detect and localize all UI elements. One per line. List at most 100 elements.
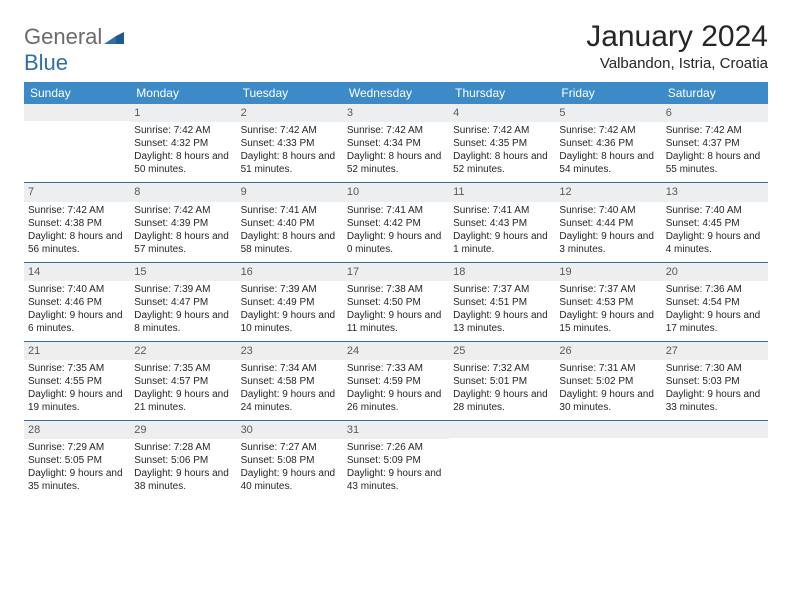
sunset-text: Sunset: 5:05 PM — [28, 454, 126, 467]
day-cell: 26Sunrise: 7:31 AMSunset: 5:02 PMDayligh… — [555, 342, 661, 420]
day-cell: 22Sunrise: 7:35 AMSunset: 4:57 PMDayligh… — [130, 342, 236, 420]
calendar-page: General Blue January 2024 Valbandon, Ist… — [0, 0, 792, 519]
sunrise-text: Sunrise: 7:35 AM — [134, 362, 232, 375]
sunset-text: Sunset: 4:38 PM — [28, 217, 126, 230]
week-row: 28 Sunrise: 7:29 AMSunset: 5:05 PM Dayligh… — [24, 421, 768, 499]
day-number: 30 — [237, 421, 343, 439]
sunrise-text: Sunrise: 7:42 AM — [666, 124, 764, 137]
sunset-text: Sunset: 4:49 PM — [241, 296, 339, 309]
day-cell — [555, 421, 661, 499]
day-number: 31 — [343, 421, 449, 439]
day-cell: 6Sunrise: 7:42 AMSunset: 4:37 PMDaylight… — [662, 104, 768, 182]
sunset-text: Sunset: 4:51 PM — [453, 296, 551, 309]
day-cell: 7Sunrise: 7:42 AMSunset: 4:38 PMDaylight… — [24, 183, 130, 261]
day-body: Sunrise: 7:39 AMSunset: 4:47 PMDaylight:… — [130, 281, 236, 341]
day-cell: 24Sunrise: 7:33 AMSunset: 4:59 PMDayligh… — [343, 342, 449, 420]
day-cell: 18Sunrise: 7:37 AMSunset: 4:51 PMDayligh… — [449, 263, 555, 341]
daylight-text: Daylight: 8 hours and 51 minutes. — [241, 150, 339, 176]
daylight-text: Daylight: 9 hours and 1 minute. — [453, 230, 551, 256]
day-body: Sunrise: 7:35 AMSunset: 4:57 PMDaylight:… — [130, 360, 236, 420]
day-number: 3 — [343, 104, 449, 122]
sunset-text: Sunset: 4:50 PM — [347, 296, 445, 309]
day-cell: 10Sunrise: 7:41 AMSunset: 4:42 PMDayligh… — [343, 183, 449, 261]
sunrise-text: Sunrise: 7:31 AM — [559, 362, 657, 375]
week-row: 1Sunrise: 7:42 AMSunset: 4:32 PMDaylight… — [24, 104, 768, 183]
day-number: 21 — [24, 342, 130, 360]
day-body: Sunrise: 7:40 AMSunset: 4:45 PMDaylight:… — [662, 202, 768, 262]
day-cell: 21Sunrise: 7:35 AMSunset: 4:55 PMDayligh… — [24, 342, 130, 420]
day-body: Sunrise: 7:41 AMSunset: 4:43 PMDaylight:… — [449, 202, 555, 262]
day-number: 1 — [130, 104, 236, 122]
day-body: Sunrise: 7:39 AMSunset: 4:49 PMDaylight:… — [237, 281, 343, 341]
sunset-text: Sunset: 4:37 PM — [666, 137, 764, 150]
daylight-text: Daylight: 9 hours and 8 minutes. — [134, 309, 232, 335]
daylight-text: Daylight: 9 hours and 15 minutes. — [559, 309, 657, 335]
day-body: Sunrise: 7:40 AMSunset: 4:44 PMDaylight:… — [555, 202, 661, 262]
day-body: Sunrise: 7:42 AMSunset: 4:35 PMDaylight:… — [449, 122, 555, 182]
sunset-text: Sunset: 4:43 PM — [453, 217, 551, 230]
day-body: Sunrise: 7:42 AMSunset: 4:39 PMDaylight:… — [130, 202, 236, 262]
day-body: Sunrise: 7:30 AMSunset: 5:03 PMDaylight:… — [662, 360, 768, 420]
sunrise-text: Sunrise: 7:35 AM — [28, 362, 126, 375]
day-number: 29 — [130, 421, 236, 439]
daylight-text: Daylight: 9 hours and 6 minutes. — [28, 309, 126, 335]
day-number: 24 — [343, 342, 449, 360]
sunrise-text: Sunrise: 7:29 AM — [28, 441, 126, 454]
daylight-text: Daylight: 9 hours and 11 minutes. — [347, 309, 445, 335]
day-number: 14 — [24, 263, 130, 281]
daylight-text: Daylight: 9 hours and 43 minutes. — [347, 467, 445, 493]
daylight-text: Daylight: 8 hours and 56 minutes. — [28, 230, 126, 256]
daylight-text: Daylight: 9 hours and 26 minutes. — [347, 388, 445, 414]
day-number: 18 — [449, 263, 555, 281]
dow-cell: Tuesday — [237, 82, 343, 104]
sunrise-text: Sunrise: 7:37 AM — [559, 283, 657, 296]
day-number: 6 — [662, 104, 768, 122]
logo: General Blue — [24, 24, 124, 76]
sunrise-text: Sunrise: 7:42 AM — [134, 124, 232, 137]
sunrise-text: Sunrise: 7:27 AM — [241, 441, 339, 454]
day-body: Sunrise: 7:42 AMSunset: 4:37 PMDaylight:… — [662, 122, 768, 182]
day-body: Sunrise: 7:36 AMSunset: 4:54 PMDaylight:… — [662, 281, 768, 341]
dow-cell: Sunday — [24, 82, 130, 104]
day-body: Sunrise: 7:35 AMSunset: 4:55 PMDaylight:… — [24, 360, 130, 420]
day-body: Sunrise: 7:37 AMSunset: 4:53 PMDaylight:… — [555, 281, 661, 341]
day-number: 13 — [662, 183, 768, 201]
sunrise-text: Sunrise: 7:40 AM — [666, 204, 764, 217]
daylight-text: Daylight: 9 hours and 21 minutes. — [134, 388, 232, 414]
sunrise-text: Sunrise: 7:40 AM — [559, 204, 657, 217]
logo-text: General Blue — [24, 24, 124, 76]
week-row: 21Sunrise: 7:35 AMSunset: 4:55 PMDayligh… — [24, 342, 768, 421]
sunrise-text: Sunrise: 7:33 AM — [347, 362, 445, 375]
day-cell: 17Sunrise: 7:38 AMSunset: 4:50 PMDayligh… — [343, 263, 449, 341]
sunset-text: Sunset: 5:01 PM — [453, 375, 551, 388]
day-number: 28 — [24, 421, 130, 439]
page-title: January 2024 — [586, 20, 768, 53]
day-body: Sunrise: 7:42 AMSunset: 4:32 PMDaylight:… — [130, 122, 236, 182]
daylight-text: Daylight: 8 hours and 55 minutes. — [666, 150, 764, 176]
sunset-text: Sunset: 4:32 PM — [134, 137, 232, 150]
sunrise-text: Sunrise: 7:42 AM — [559, 124, 657, 137]
day-cell: 14Sunrise: 7:40 AMSunset: 4:46 PMDayligh… — [24, 263, 130, 341]
sunrise-text: Sunrise: 7:39 AM — [134, 283, 232, 296]
sunrise-text: Sunrise: 7:28 AM — [134, 441, 232, 454]
dow-cell: Thursday — [449, 82, 555, 104]
daylight-text: Daylight: 9 hours and 10 minutes. — [241, 309, 339, 335]
day-number: 27 — [662, 342, 768, 360]
sunset-text: Sunset: 4:34 PM — [347, 137, 445, 150]
weeks-container: 1Sunrise: 7:42 AMSunset: 4:32 PMDaylight… — [24, 104, 768, 499]
sunset-text: Sunset: 4:33 PM — [241, 137, 339, 150]
day-body: Sunrise: 7:40 AMSunset: 4:46 PMDaylight:… — [24, 281, 130, 341]
day-cell — [449, 421, 555, 499]
day-cell: 13Sunrise: 7:40 AMSunset: 4:45 PMDayligh… — [662, 183, 768, 261]
day-number: 8 — [130, 183, 236, 201]
day-cell: 27Sunrise: 7:30 AMSunset: 5:03 PMDayligh… — [662, 342, 768, 420]
day-number: 20 — [662, 263, 768, 281]
logo-word-blue: Blue — [24, 50, 68, 75]
title-block: January 2024 Valbandon, Istria, Croatia — [586, 20, 768, 72]
day-body: Sunrise: 7:42 AMSunset: 4:34 PMDaylight:… — [343, 122, 449, 182]
sunset-text: Sunset: 4:54 PM — [666, 296, 764, 309]
day-number: 4 — [449, 104, 555, 122]
dow-cell: Wednesday — [343, 82, 449, 104]
day-body: Sunrise: 7:42 AMSunset: 4:38 PMDaylight:… — [24, 202, 130, 262]
daylight-text: Daylight: 9 hours and 28 minutes. — [453, 388, 551, 414]
